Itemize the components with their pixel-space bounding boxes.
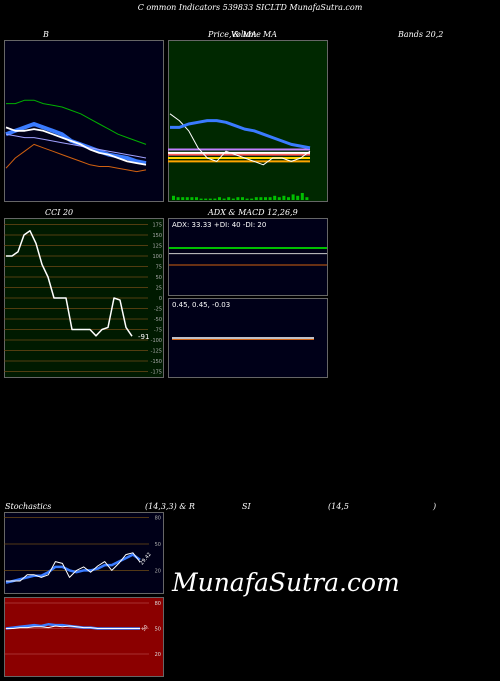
volume-bar — [172, 195, 175, 200]
volume-bar — [296, 195, 300, 200]
adx-readout: ADX: 33.33 +DI: 40 -DI: 20 — [172, 221, 266, 229]
cci-tick-label: 75 — [156, 265, 162, 271]
volume-bar — [185, 197, 189, 200]
cci-tick-label: -125 — [151, 349, 162, 355]
volume-bar — [245, 198, 249, 200]
rsi-readout: 50 — [141, 624, 150, 633]
bb-lower-band-line — [5, 143, 147, 173]
cci-tick-label: 0 — [159, 296, 162, 302]
volume-bar — [181, 197, 185, 200]
cci-tick-label: 25 — [156, 286, 162, 292]
pv-ma-line — [170, 119, 311, 150]
adx-macd-label: ADX & MACD 12,26,9 — [208, 208, 298, 217]
bb-label-b: Bands 20,2 — [398, 30, 444, 39]
page-title: C ommon Indicators 539833 SICLTD MunafaS… — [137, 3, 363, 12]
cci-panel: 175 150 125 100 75 50 25 0 -25 -50 -75 -100 -125 -150… — [4, 218, 164, 378]
pv-label-b: Volume — [231, 30, 261, 39]
volume-bar — [264, 197, 267, 200]
bb-price-line — [5, 126, 147, 166]
volume-bar — [236, 197, 240, 200]
rsi-tick-label: 80 — [155, 601, 161, 607]
rsi-line — [6, 625, 140, 629]
volume-bar — [250, 198, 254, 200]
macd-chart: 0.45, 0.45, -0.03 — [168, 298, 328, 378]
volume-bar — [204, 198, 208, 200]
rsi-panel: 80 50 20 50 — [4, 597, 164, 677]
cci-tick-label: 100 — [152, 254, 162, 260]
panel-frame — [4, 597, 164, 677]
stoch-tick-label: 20 — [155, 568, 161, 574]
cci-readout: -91 — [138, 333, 149, 341]
volume-bar — [222, 198, 226, 200]
cci-tick-label: 50 — [156, 275, 162, 281]
cci-tick-label: -100 — [151, 338, 162, 344]
volume-bar — [231, 198, 235, 200]
pv-price-line — [169, 113, 311, 166]
volume-bar — [190, 197, 194, 200]
cci-tick-label: -150 — [151, 359, 162, 365]
cci-tick-label: 175 — [152, 223, 162, 229]
pv-label-a: Price, — [208, 30, 232, 39]
cci-tick-label: 125 — [152, 244, 162, 250]
stoch-k-line — [6, 552, 141, 582]
stochastics-panel: 80 50 20 29.42 — [4, 512, 164, 594]
rsi-tick-label: 20 — [155, 652, 161, 658]
bb-upper-band-line — [6, 99, 147, 145]
volume-bar — [218, 197, 221, 200]
volume-bar — [300, 193, 304, 200]
stoch-d-line — [5, 553, 141, 584]
volume-bar — [282, 195, 286, 200]
price-volume-chart — [168, 40, 328, 202]
cci-tick-label: -75 — [154, 328, 162, 334]
panel-frame — [4, 40, 164, 202]
cci-line — [6, 230, 133, 337]
cci-tick-label: -175 — [151, 370, 162, 376]
cci-tick-label: 150 — [152, 233, 162, 239]
stoch-label-b: (14,3,3) & R — [145, 502, 195, 511]
volume-bar — [213, 198, 217, 200]
bb-ma-line — [5, 133, 147, 159]
volume-bar — [227, 197, 231, 200]
macd-readout: 0.45, 0.45, -0.03 — [172, 301, 230, 309]
rsi-chart: 80 50 20 50 — [4, 597, 164, 677]
volume-bar — [268, 197, 272, 200]
stoch-label-c: SI — [242, 502, 251, 511]
volume-bar — [273, 195, 277, 200]
panel-frame — [4, 512, 164, 594]
adx-chart: ADX: 33.33 +DI: 40 -DI: 20 — [168, 218, 328, 296]
cci-chart: 175 150 125 100 75 50 25 0 -25 -50 -75 -100 -125 -150… — [4, 218, 164, 378]
cci-tick-label: -50 — [154, 317, 162, 323]
volume-bar — [195, 197, 198, 200]
rsi-tick-label: 50 — [155, 627, 161, 633]
macd-panel: 0.45, 0.45, -0.03 — [168, 298, 328, 378]
cci-label: CCI 20 — [45, 208, 74, 217]
bollinger-panel — [4, 40, 164, 202]
pv-label-c: MA — [263, 30, 277, 39]
volume-bar — [176, 197, 180, 200]
volume-bar — [287, 197, 290, 200]
volume-bar — [277, 197, 281, 200]
stoch-label-a: Stochastics — [5, 502, 52, 511]
stoch-tick-label: 80 — [155, 516, 161, 522]
pv-label-d: & MA — [233, 30, 257, 39]
volume-bar — [199, 198, 203, 200]
panel-frame — [168, 40, 328, 202]
bb-label-a: B — [43, 30, 49, 39]
panel-frame — [168, 218, 328, 296]
watermark: MunafaSutra.com — [172, 568, 400, 597]
volume-bar — [254, 197, 258, 200]
stoch-label-e: ) — [433, 502, 437, 511]
adx-panel: ADX: 33.33 +DI: 40 -DI: 20 — [168, 218, 328, 296]
volume-bar — [291, 194, 295, 200]
cci-tick-label: -25 — [154, 307, 162, 313]
stoch-tick-label: 50 — [155, 542, 161, 548]
volume-bar — [305, 197, 309, 200]
volume-bar — [241, 197, 244, 200]
bollinger-chart — [4, 40, 164, 202]
volume-bar — [208, 198, 212, 200]
stoch-label-d: (14,5 — [328, 502, 349, 511]
price-volume-panel — [168, 40, 328, 202]
volume-bar — [259, 197, 263, 200]
